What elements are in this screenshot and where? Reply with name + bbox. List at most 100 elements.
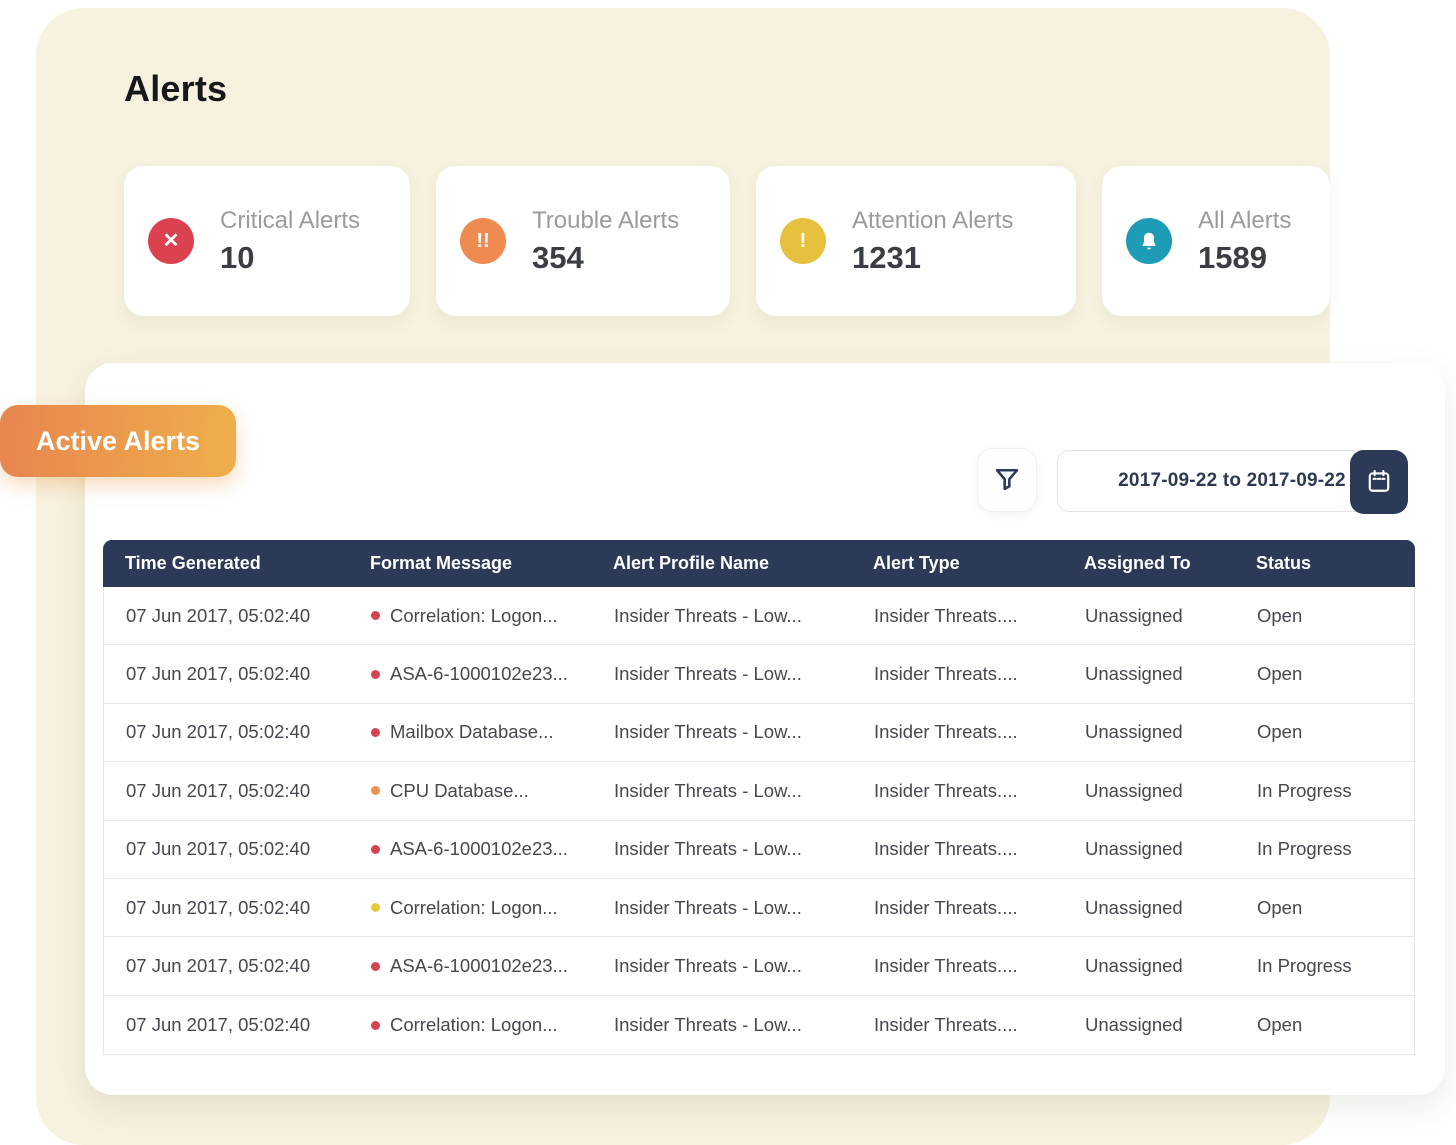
- cell-assigned-to: Unassigned: [1085, 955, 1183, 977]
- summary-cards-row: ✕ Critical Alerts 10!! Trouble Alerts 354! At…: [124, 166, 1330, 316]
- cell-alert-type: Insider Threats....: [874, 604, 1018, 626]
- severity-dot-icon: [371, 903, 380, 913]
- cell-status: Open: [1257, 1013, 1303, 1035]
- summary-card-label: Critical Alerts: [220, 206, 361, 234]
- cell-alert-profile-name: Insider Threats - Low...: [614, 779, 802, 801]
- cell-status: In Progress: [1257, 838, 1352, 860]
- summary-card-critical[interactable]: ✕ Critical Alerts 10: [124, 166, 410, 316]
- cell-assigned-to: Unassigned: [1085, 721, 1183, 743]
- format-message-text: CPU Database...: [390, 779, 529, 801]
- cell-assigned-to: Unassigned: [1085, 838, 1183, 860]
- cell-alert-type: Insider Threats....: [874, 663, 1018, 685]
- format-message-text: ASA-6-1000102e23...: [390, 838, 568, 860]
- cell-status: In Progress: [1257, 955, 1352, 977]
- cell-format-message: ASA-6-1000102e23...: [349, 955, 592, 977]
- cell-alert-type: Insider Threats....: [874, 721, 1018, 743]
- summary-card-trouble[interactable]: !! Trouble Alerts 354: [436, 166, 730, 316]
- summary-card-all[interactable]: All Alerts 1589: [1102, 166, 1330, 316]
- table-row[interactable]: 07 Jun 2017, 05:02:40 CPU Database... Insi…: [104, 762, 1414, 821]
- x-circle-icon: ✕: [148, 218, 194, 264]
- severity-dot-icon: [371, 1020, 380, 1030]
- cell-format-message: Correlation: Logon...: [349, 897, 592, 919]
- calendar-icon: [1366, 468, 1392, 497]
- active-alerts-badge[interactable]: Active Alerts: [0, 405, 237, 477]
- alerts-table-body: 07 Jun 2017, 05:02:40 Correlation: Logon.…: [103, 587, 1415, 1056]
- table-row[interactable]: 07 Jun 2017, 05:02:40 Mailbox Database...…: [104, 703, 1414, 763]
- column-header-format-message: Format Message: [370, 553, 513, 573]
- bell-circle-icon: [1126, 218, 1172, 264]
- exclamation-circle-icon: !: [780, 218, 826, 264]
- filter-funnel-icon: [993, 465, 1021, 496]
- format-message-text: Correlation: Logon...: [390, 604, 558, 626]
- summary-card-value: 1231: [852, 239, 921, 275]
- cell-status: In Progress: [1257, 779, 1352, 801]
- column-header-time-generated: Time Generated: [125, 553, 261, 573]
- cell-alert-profile-name: Insider Threats - Low...: [614, 1013, 802, 1035]
- severity-dot-icon: [371, 961, 380, 971]
- severity-dot-icon: [371, 844, 380, 854]
- calendar-button[interactable]: [1350, 450, 1408, 514]
- table-row[interactable]: 07 Jun 2017, 05:02:40 ASA-6-1000102e23...…: [104, 937, 1414, 996]
- table-row[interactable]: 07 Jun 2017, 05:02:40 Correlation: Logon.…: [104, 995, 1414, 1055]
- format-message-text: Mailbox Database...: [390, 721, 554, 743]
- summary-card-label: Trouble Alerts: [532, 206, 680, 234]
- cell-format-message: Correlation: Logon...: [349, 1014, 592, 1036]
- cell-alert-type: Insider Threats....: [874, 779, 1018, 801]
- cell-alert-profile-name: Insider Threats - Low...: [614, 721, 802, 743]
- cell-time-generated: 07 Jun 2017, 05:02:40: [126, 955, 311, 977]
- filter-button[interactable]: [977, 448, 1037, 512]
- column-header-status: Status: [1256, 553, 1312, 573]
- table-row[interactable]: 07 Jun 2017, 05:02:40 Correlation: Logon.…: [104, 878, 1414, 938]
- cell-alert-profile-name: Insider Threats - Low...: [614, 838, 802, 860]
- cell-time-generated: 07 Jun 2017, 05:02:40: [126, 721, 311, 743]
- cell-format-message: CPU Database...: [349, 780, 592, 802]
- severity-dot-icon: [371, 669, 380, 679]
- cell-assigned-to: Unassigned: [1085, 604, 1183, 626]
- summary-card-value: 1589: [1198, 239, 1267, 275]
- date-range-text: 2017-09-22 to 2017-09-22: [1118, 470, 1346, 491]
- page-title: Alerts: [124, 68, 228, 109]
- summary-card-label: All Alerts: [1198, 206, 1292, 234]
- cell-time-generated: 07 Jun 2017, 05:02:40: [126, 663, 311, 685]
- cell-alert-type: Insider Threats....: [874, 1013, 1018, 1035]
- cell-status: Open: [1257, 896, 1303, 918]
- cell-alert-type: Insider Threats....: [874, 838, 1018, 860]
- severity-dot-icon: [371, 611, 380, 621]
- cell-alert-type: Insider Threats....: [874, 955, 1018, 977]
- summary-card-label: Attention Alerts: [852, 206, 1014, 234]
- summary-card-value: 354: [532, 239, 584, 275]
- cell-time-generated: 07 Jun 2017, 05:02:40: [126, 896, 311, 918]
- table-row[interactable]: 07 Jun 2017, 05:02:40 Correlation: Logon.…: [104, 587, 1414, 646]
- cell-format-message: Correlation: Logon...: [349, 605, 592, 627]
- cell-assigned-to: Unassigned: [1085, 896, 1183, 918]
- cell-assigned-to: Unassigned: [1085, 779, 1183, 801]
- format-message-text: ASA-6-1000102e23...: [390, 663, 568, 685]
- active-alerts-panel: 2017-09-22 to 2017-09-22 Time Generated F…: [85, 363, 1445, 1095]
- cell-assigned-to: Unassigned: [1085, 1013, 1183, 1035]
- column-header-assigned-to: Assigned To: [1084, 553, 1191, 573]
- cell-alert-profile-name: Insider Threats - Low...: [614, 896, 802, 918]
- column-header-alert-profile-name: Alert Profile Name: [613, 553, 770, 573]
- cell-alert-profile-name: Insider Threats - Low...: [614, 604, 802, 626]
- cell-alert-profile-name: Insider Threats - Low...: [614, 955, 802, 977]
- cell-alert-type: Insider Threats....: [874, 896, 1018, 918]
- format-message-text: ASA-6-1000102e23...: [390, 955, 568, 977]
- cell-status: Open: [1257, 604, 1303, 626]
- table-row[interactable]: 07 Jun 2017, 05:02:40 ASA-6-1000102e23...…: [104, 645, 1414, 704]
- alerts-table-header: Time Generated Format Message Alert Profil…: [103, 540, 1415, 587]
- severity-dot-icon: [371, 786, 380, 796]
- summary-card-attention[interactable]: ! Attention Alerts 1231: [756, 166, 1076, 316]
- table-row[interactable]: 07 Jun 2017, 05:02:40 ASA-6-1000102e23...…: [104, 820, 1414, 879]
- cell-time-generated: 07 Jun 2017, 05:02:40: [126, 779, 311, 801]
- cell-format-message: ASA-6-1000102e23...: [349, 663, 592, 685]
- cell-time-generated: 07 Jun 2017, 05:02:40: [126, 1013, 311, 1035]
- format-message-text: Correlation: Logon...: [390, 1013, 558, 1035]
- summary-card-value: 10: [220, 239, 255, 275]
- cell-format-message: Mailbox Database...: [349, 721, 592, 743]
- cell-time-generated: 07 Jun 2017, 05:02:40: [126, 604, 311, 626]
- cell-format-message: ASA-6-1000102e23...: [349, 838, 592, 860]
- column-header-alert-type: Alert Type: [873, 553, 960, 573]
- format-message-text: Correlation: Logon...: [390, 896, 558, 918]
- date-range-picker[interactable]: 2017-09-22 to 2017-09-22: [1057, 450, 1408, 514]
